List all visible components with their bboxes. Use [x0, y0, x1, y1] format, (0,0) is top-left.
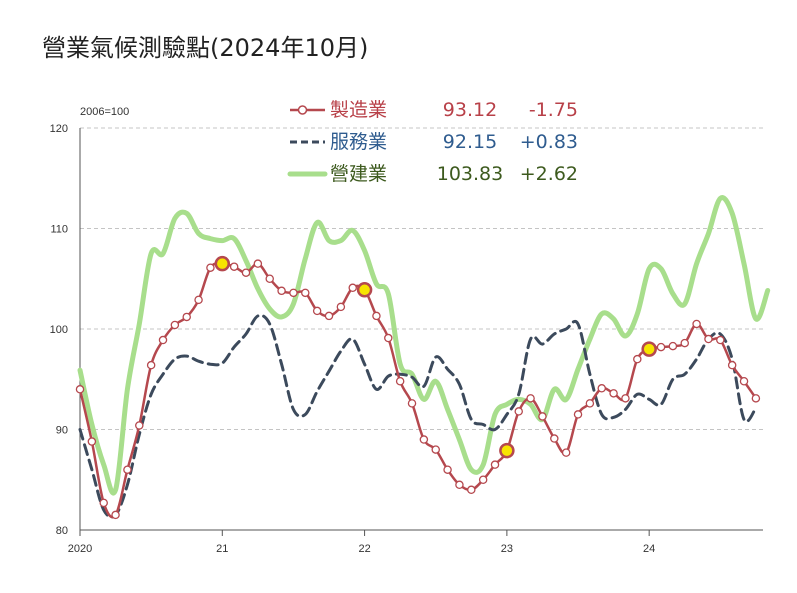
data-point	[455, 480, 464, 490]
legend-item-3: 營建業 103.83 +2.62	[287, 163, 578, 185]
legend-item-2: 服務業 92.15 +0.83	[290, 131, 578, 153]
x-tick-label: 22	[358, 543, 370, 555]
legend-item-1: 製造業 93.12 -1.75	[290, 99, 578, 121]
data-point	[633, 354, 642, 364]
data-point	[609, 389, 618, 398]
data-point	[538, 412, 547, 421]
highlight-point	[214, 255, 231, 272]
x-tick-label: 23	[501, 543, 513, 555]
data-point	[111, 510, 120, 520]
series-line-services	[78, 313, 758, 519]
data-point	[597, 384, 606, 393]
data-point	[99, 498, 108, 508]
y-tick-label: 100	[50, 324, 68, 336]
data-point	[265, 274, 274, 283]
data-point	[372, 311, 381, 321]
data-point	[241, 268, 251, 277]
data-point	[123, 465, 132, 474]
data-point	[490, 460, 500, 469]
chart-title: 營業氣候測驗點(2024年10月)	[42, 34, 368, 62]
series-2	[78, 313, 758, 519]
data-point	[135, 421, 144, 430]
data-point	[656, 342, 666, 352]
legend-name: 服務業	[330, 131, 387, 153]
data-point	[573, 410, 583, 419]
series-line-construction	[77, 195, 771, 496]
data-point	[289, 288, 298, 298]
data-point	[621, 394, 630, 403]
data-point	[727, 360, 737, 370]
data-point	[467, 485, 476, 495]
legend-change: +2.62	[520, 163, 578, 185]
data-point	[407, 399, 417, 408]
series-3	[77, 195, 771, 496]
data-point	[680, 338, 689, 348]
data-point	[206, 263, 215, 272]
legend-latest-value: 103.83	[437, 163, 503, 185]
series-1	[75, 255, 761, 520]
x-tick-label: 2020	[68, 543, 92, 555]
data-point	[739, 377, 749, 386]
data-point	[692, 319, 701, 329]
data-point	[585, 399, 595, 408]
data-point	[716, 335, 725, 345]
legend-change: +0.83	[520, 131, 578, 153]
data-point	[419, 435, 429, 444]
axes: 80 90 100 110 120 2020 21 22 23 24	[50, 123, 763, 555]
y-tick-label: 110	[50, 224, 68, 236]
series-layer	[75, 195, 771, 520]
data-point	[87, 437, 97, 446]
x-tick-label: 21	[216, 543, 228, 555]
data-point	[395, 377, 405, 386]
data-point	[514, 407, 523, 416]
data-point	[301, 288, 310, 298]
data-point	[253, 259, 263, 268]
data-point	[194, 295, 203, 305]
data-point	[704, 334, 713, 344]
data-point	[550, 434, 559, 443]
data-point	[277, 286, 286, 296]
data-point	[229, 262, 239, 271]
y-tick-label: 80	[56, 525, 68, 537]
y-tick-label: 120	[50, 123, 68, 135]
data-point	[312, 306, 322, 316]
data-point	[668, 341, 678, 351]
data-point	[158, 335, 168, 345]
data-point	[443, 465, 452, 474]
data-point	[561, 448, 571, 457]
data-point	[182, 312, 191, 322]
highlight-point	[641, 341, 657, 357]
legend-name: 製造業	[330, 99, 387, 121]
data-point	[324, 311, 334, 321]
data-point	[336, 302, 346, 312]
legend-name: 營建業	[330, 163, 387, 185]
data-point	[146, 360, 156, 370]
data-point	[75, 385, 85, 394]
x-tick-label: 24	[643, 543, 655, 555]
data-point	[751, 394, 761, 403]
data-point	[384, 333, 393, 343]
legend-change: -1.75	[529, 99, 578, 121]
legend-latest-value: 93.12	[443, 99, 497, 121]
legend: 製造業 93.12 -1.75 服務業 92.15 +0.83 營建業 103.83 +2.62	[287, 99, 578, 185]
data-point	[478, 475, 488, 484]
data-point	[431, 445, 440, 454]
grid-lines	[80, 127, 763, 430]
data-point	[170, 320, 180, 330]
highlight-point	[356, 282, 373, 298]
data-point	[348, 283, 357, 293]
y-tick-label: 90	[56, 425, 68, 437]
legend-latest-value: 92.15	[443, 131, 497, 153]
data-point	[526, 394, 535, 403]
highlight-point	[499, 442, 515, 459]
legend-marker	[297, 105, 308, 115]
unit-label: 2006=100	[80, 106, 129, 118]
